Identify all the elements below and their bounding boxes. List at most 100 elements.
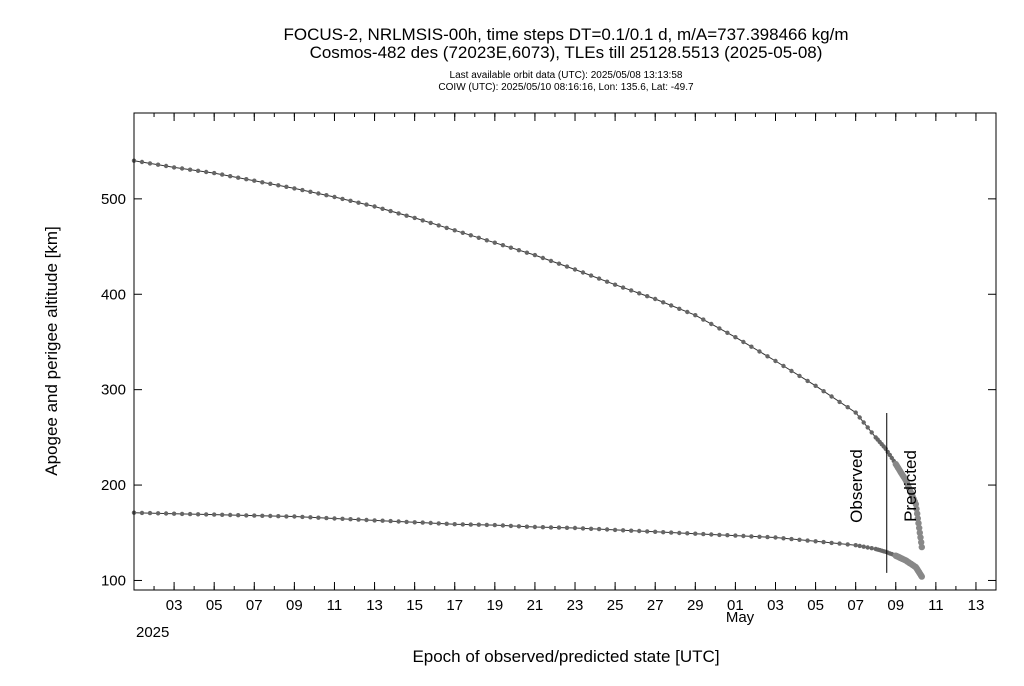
data-point	[588, 526, 594, 531]
x-tick-label: 17	[446, 597, 463, 614]
x-tick-label: 09	[286, 597, 303, 614]
data-point	[252, 178, 257, 183]
x-tick-label: 13	[968, 597, 985, 614]
data-point	[548, 525, 554, 530]
chart-subtitle-line-1: Last available orbit data (UTC): 2025/05…	[450, 70, 683, 81]
data-point	[677, 306, 682, 311]
data-point	[195, 168, 201, 173]
data-point	[572, 525, 578, 531]
data-point	[380, 518, 385, 523]
data-point	[845, 405, 850, 410]
data-point	[308, 515, 313, 520]
data-point	[444, 521, 449, 526]
data-point	[781, 363, 786, 369]
month-label: May	[726, 609, 755, 626]
data-point	[661, 530, 666, 535]
data-point	[284, 514, 289, 519]
data-point	[252, 513, 257, 518]
data-point	[308, 189, 313, 194]
data-point	[372, 518, 377, 523]
data-point	[460, 230, 465, 235]
x-tick-label: 11	[327, 597, 343, 614]
data-point	[139, 159, 145, 165]
data-point	[508, 245, 514, 250]
data-point	[725, 330, 730, 335]
data-point	[436, 223, 441, 228]
data-point	[564, 525, 570, 530]
data-point	[228, 512, 233, 518]
chart-title-line-2: Cosmos-482 des (72023E,6073), TLEs till …	[310, 43, 823, 62]
data-point	[572, 267, 578, 272]
data-point	[492, 240, 497, 245]
data-point	[356, 200, 361, 205]
data-point	[765, 534, 770, 540]
data-point	[629, 288, 634, 293]
data-point	[540, 255, 546, 261]
data-point	[749, 344, 754, 349]
data-point	[556, 261, 562, 266]
x-tick-label: 25	[607, 597, 624, 614]
data-point	[147, 161, 153, 166]
data-point	[829, 394, 834, 399]
x-tick-label: 05	[807, 597, 824, 614]
data-point	[781, 536, 786, 541]
data-point	[709, 321, 714, 327]
data-point	[228, 174, 233, 179]
data-point	[171, 511, 177, 516]
data-point	[372, 204, 377, 209]
data-point	[300, 514, 305, 520]
data-point	[733, 533, 738, 538]
data-point	[428, 520, 433, 526]
data-point	[420, 218, 425, 223]
data-point	[284, 184, 289, 189]
data-point	[725, 533, 730, 538]
data-point	[476, 235, 481, 240]
data-point	[701, 317, 706, 322]
data-point	[179, 511, 185, 517]
data-point	[805, 378, 810, 384]
data-point	[588, 273, 594, 278]
data-point	[797, 537, 802, 542]
data-point	[789, 368, 794, 374]
data-point	[580, 526, 586, 531]
data-point	[364, 517, 369, 523]
x-tick-label: 07	[246, 597, 263, 614]
data-point	[492, 522, 497, 528]
data-point	[500, 523, 506, 528]
data-point	[773, 535, 778, 540]
data-point	[789, 536, 794, 542]
data-point	[380, 206, 385, 211]
x-tick-label: 03	[166, 597, 183, 614]
data-point	[914, 515, 921, 522]
data-point	[829, 540, 834, 546]
data-point	[276, 514, 281, 519]
data-point	[653, 529, 658, 534]
data-point	[195, 512, 201, 517]
data-point	[324, 515, 329, 521]
data-point	[596, 526, 602, 532]
data-point	[629, 528, 634, 533]
data-point	[865, 425, 870, 430]
data-point	[596, 276, 602, 281]
data-point	[187, 167, 193, 172]
x-tick-label: 11	[928, 597, 944, 614]
data-point	[396, 519, 401, 524]
data-point	[805, 538, 810, 543]
data-point	[916, 524, 923, 532]
data-point	[693, 313, 698, 318]
year-label: 2025	[136, 624, 169, 641]
data-point	[340, 516, 345, 521]
data-point	[861, 544, 866, 549]
data-point	[661, 300, 666, 305]
data-point	[204, 512, 209, 517]
series-layer	[131, 158, 925, 580]
data-point	[268, 181, 273, 186]
data-point	[155, 511, 161, 516]
y-tick-label: 400	[101, 286, 126, 303]
data-point	[444, 225, 449, 231]
data-point	[388, 518, 393, 524]
data-point	[260, 513, 265, 518]
data-point	[163, 511, 169, 516]
data-point	[324, 193, 329, 198]
x-tick-label: 15	[406, 597, 423, 614]
